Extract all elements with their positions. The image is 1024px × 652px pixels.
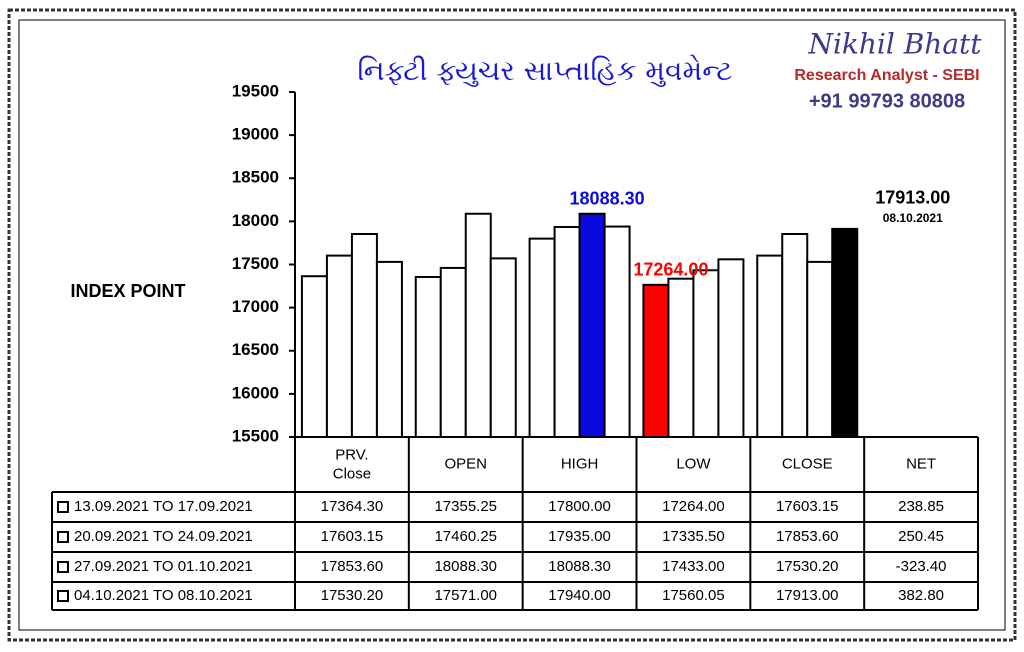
y-tick-label: 19500 [232,81,279,100]
bar [325,254,353,438]
bar [717,258,745,438]
table-value: 17571.00 [434,587,497,604]
legend-key [57,501,69,513]
table-value: 18088.30 [548,558,611,575]
y-tick-label: 19000 [232,125,279,144]
x-tick-label: PRV. Close [333,446,371,482]
table-value: 17800.00 [548,498,611,515]
legend-key [57,561,69,573]
highlight-label: 17913.00 [875,188,950,208]
bar [831,227,859,438]
legend-label: 20.09.2021 TO 24.09.2021 [74,528,253,545]
brand-name: Nikhil Bhatt [807,28,982,61]
y-tick-label: 15500 [232,426,279,445]
bar [756,254,784,438]
brand-role: Research Analyst - SEBI [794,67,979,84]
x-tick-label: CLOSE [782,455,833,472]
chart-title: નિફ્ટી ફ્યુચર સાપ્તાહિક મુવમેન્ટ [357,54,732,87]
bar [300,275,328,438]
table-value: 17530.20 [776,558,839,575]
table-value: 17355.25 [434,498,497,515]
highlight-label: 17264.00 [633,260,708,280]
bar [667,277,695,438]
legend-key [57,531,69,543]
table-value: 17913.00 [776,587,839,604]
bar [414,275,442,438]
y-tick-label: 17000 [232,297,279,316]
bar [489,257,517,438]
y-axis-label: INDEX POINT [70,281,185,301]
bar [464,212,492,438]
table-value: 17530.20 [321,587,384,604]
bar [375,260,403,439]
table-value: 17940.00 [548,587,611,604]
legend-key [57,590,69,602]
legend-label: 27.09.2021 TO 01.10.2021 [74,558,253,575]
table-value: 17433.00 [662,558,725,575]
bar [528,237,556,438]
table-value: 17560.05 [662,587,725,604]
y-tick-label: 16500 [232,340,279,359]
brand-phone: +91 99793 80808 [809,90,965,112]
table-value: 17853.60 [776,528,839,545]
table-value: 17603.15 [776,498,839,515]
table-value: 17364.30 [321,498,384,515]
table-value: 17935.00 [548,528,611,545]
x-tick-label: HIGH [561,455,599,472]
bar [642,283,670,439]
bar [578,212,606,438]
legend-label: 04.10.2021 TO 08.10.2021 [74,587,253,604]
table-value: 17603.15 [321,528,384,545]
bar [553,225,581,438]
x-tick-label: LOW [676,455,711,472]
table-value: 18088.30 [434,558,497,575]
y-tick-label: 16000 [232,383,279,402]
y-tick-label: 18500 [232,168,279,187]
table-value: 250.45 [898,528,944,545]
legend-label: 13.09.2021 TO 17.09.2021 [74,498,253,515]
table-value: 382.80 [898,587,944,604]
x-tick-label: OPEN [444,455,487,472]
table-value: 17853.60 [321,558,384,575]
bar [692,269,720,438]
bar [781,233,809,438]
y-tick-label: 17500 [232,254,279,273]
table-value: -323.40 [896,558,947,575]
bar [806,260,834,439]
table-value: 238.85 [898,498,944,515]
bar [439,266,467,438]
highlight-note: 08.10.2021 [883,211,943,225]
bar [603,225,631,438]
table-value: 17335.50 [662,528,725,545]
highlight-label: 18088.30 [570,189,645,209]
x-tick-label: NET [906,455,936,472]
table-value: 17264.00 [662,498,725,515]
y-tick-label: 18000 [232,211,279,230]
bar [350,233,378,438]
table-value: 17460.25 [434,528,497,545]
